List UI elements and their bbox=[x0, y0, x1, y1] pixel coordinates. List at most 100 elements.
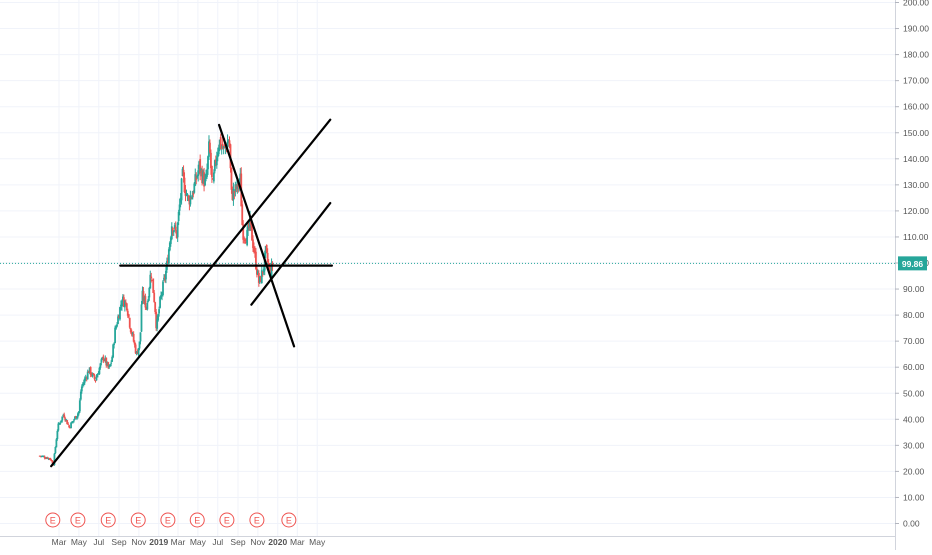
candle-body bbox=[174, 226, 177, 231]
candle-body bbox=[234, 184, 237, 192]
candle-body bbox=[142, 291, 145, 301]
candle-body bbox=[88, 367, 91, 373]
trendline[interactable] bbox=[250, 201, 332, 306]
candle-body bbox=[249, 216, 251, 228]
candle-body bbox=[105, 357, 108, 366]
candle-body bbox=[220, 146, 223, 148]
earnings-marker[interactable] bbox=[45, 512, 61, 528]
candle-body bbox=[221, 143, 224, 149]
x-tick-label: May bbox=[190, 537, 207, 547]
earnings-marker[interactable] bbox=[160, 512, 176, 528]
candle-body bbox=[82, 382, 85, 385]
candle-body bbox=[218, 139, 221, 150]
candle-body bbox=[121, 303, 123, 307]
candle-body bbox=[71, 421, 73, 424]
x-tick-label: May bbox=[71, 537, 88, 547]
candle-body bbox=[183, 177, 186, 193]
candle-body bbox=[223, 145, 226, 147]
candle-body bbox=[193, 183, 196, 193]
candle-body bbox=[84, 377, 87, 379]
candle-body bbox=[119, 307, 121, 320]
candle-body bbox=[196, 175, 199, 178]
x-tick-label: Mar bbox=[52, 537, 67, 547]
candle-body bbox=[102, 356, 105, 360]
candle-body bbox=[68, 425, 71, 428]
x-tick-label: Mar bbox=[171, 537, 186, 547]
earnings-marker[interactable] bbox=[130, 512, 146, 528]
candle-body bbox=[217, 147, 220, 155]
x-tick-label: 2020 bbox=[268, 537, 287, 547]
candle-body bbox=[145, 307, 148, 309]
y-tick-label: 120.00 bbox=[903, 206, 929, 216]
candle-body bbox=[96, 374, 99, 378]
candle-body bbox=[177, 211, 180, 222]
candle-body bbox=[49, 458, 52, 461]
trendline[interactable] bbox=[217, 123, 296, 348]
candle-body bbox=[146, 303, 149, 310]
candle-body bbox=[248, 223, 250, 228]
candle-body bbox=[98, 367, 101, 375]
last-price-label: 99.86 bbox=[902, 259, 924, 269]
candle-body bbox=[198, 161, 201, 170]
candle-body bbox=[43, 456, 46, 459]
earnings-marker[interactable] bbox=[281, 512, 297, 528]
candle-body bbox=[90, 374, 93, 376]
y-tick-label: 170.00 bbox=[903, 76, 929, 86]
candle-body bbox=[114, 327, 116, 344]
candle-body bbox=[253, 246, 255, 253]
candle-body bbox=[211, 178, 214, 180]
candle-body bbox=[150, 276, 153, 279]
candle-body bbox=[136, 351, 139, 355]
candle-body bbox=[191, 194, 194, 200]
earnings-marker[interactable] bbox=[70, 512, 86, 528]
candle-body bbox=[50, 460, 53, 462]
y-tick-label: 20.00 bbox=[903, 466, 925, 476]
candle-body bbox=[202, 171, 205, 183]
candle-body bbox=[243, 237, 246, 239]
candle-body bbox=[230, 167, 233, 190]
candle-body bbox=[144, 296, 147, 308]
candle-body bbox=[86, 371, 89, 380]
candle-body bbox=[46, 457, 49, 459]
candle-body bbox=[124, 302, 127, 304]
earnings-marker-label: E bbox=[224, 516, 230, 526]
candle-body bbox=[87, 371, 90, 373]
candle-body bbox=[151, 279, 154, 281]
candle-body bbox=[239, 173, 242, 181]
candle-body bbox=[254, 251, 256, 253]
candle-body bbox=[131, 333, 134, 335]
candle-body bbox=[103, 360, 106, 362]
y-tick-label: 60.00 bbox=[903, 362, 925, 372]
x-tick-label: Jul bbox=[93, 537, 104, 547]
candle-body bbox=[259, 276, 262, 283]
earnings-marker[interactable] bbox=[100, 512, 116, 528]
candle-body bbox=[247, 224, 249, 231]
candle-body bbox=[140, 304, 143, 332]
candle-body bbox=[158, 309, 160, 314]
candle-body bbox=[61, 416, 64, 421]
candle-body bbox=[127, 314, 130, 317]
candle-body bbox=[228, 140, 231, 147]
candle-body bbox=[75, 415, 77, 419]
earnings-marker[interactable] bbox=[219, 512, 235, 528]
earnings-marker[interactable] bbox=[189, 512, 205, 528]
candle-body bbox=[260, 270, 263, 284]
candle-body bbox=[200, 168, 203, 172]
candle-body bbox=[122, 296, 124, 303]
candle-body bbox=[135, 351, 138, 353]
candle-body bbox=[206, 169, 208, 177]
candle-body bbox=[194, 174, 197, 186]
earnings-marker-label: E bbox=[194, 516, 200, 526]
candle-body bbox=[113, 343, 115, 345]
earnings-marker[interactable] bbox=[249, 512, 265, 528]
candle-body bbox=[44, 458, 47, 460]
candle-body bbox=[66, 420, 69, 425]
trendline[interactable] bbox=[50, 118, 332, 468]
candle-body bbox=[130, 331, 133, 335]
candle-body bbox=[58, 423, 61, 425]
earnings-marker-label: E bbox=[75, 516, 81, 526]
candle-body bbox=[100, 359, 103, 363]
candle-body bbox=[72, 420, 74, 422]
